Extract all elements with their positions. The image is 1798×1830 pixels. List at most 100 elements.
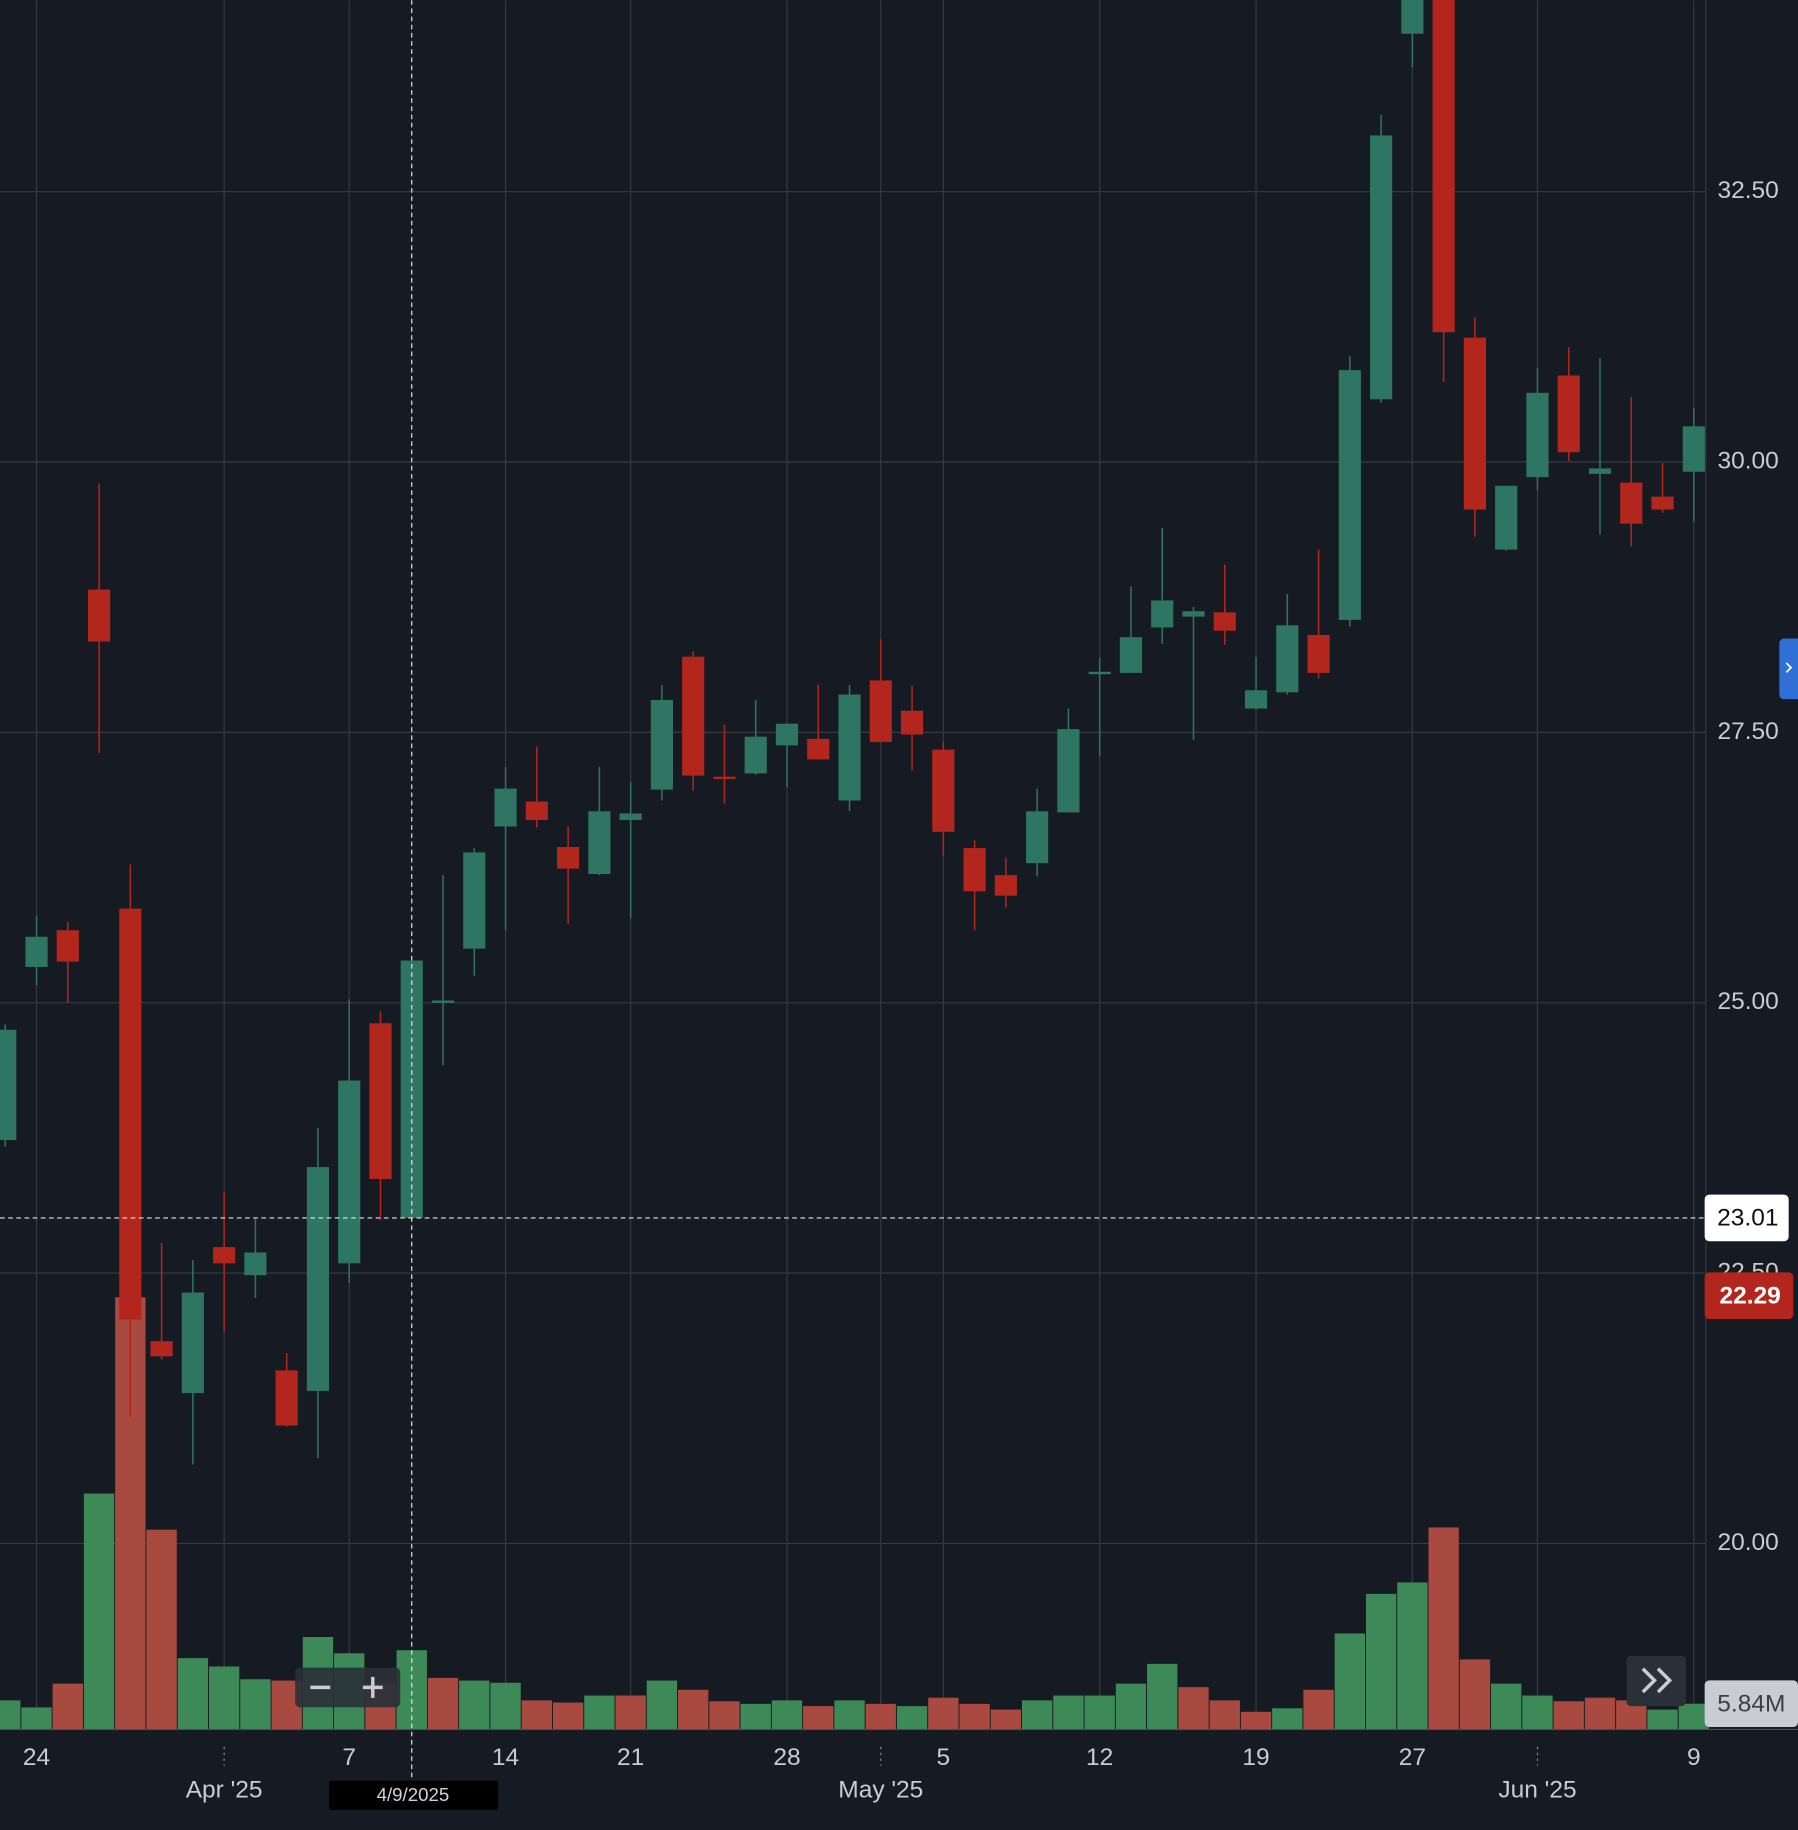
candle-body <box>963 848 986 892</box>
candle-body <box>1495 485 1518 550</box>
volume-bar <box>896 1706 928 1730</box>
candle-body <box>932 749 955 832</box>
candle-body <box>1213 612 1236 631</box>
volume-bar <box>21 1707 52 1730</box>
volume-bar <box>1303 1689 1334 1730</box>
volume-bar <box>646 1680 678 1730</box>
candle-body <box>150 1341 173 1357</box>
volume-bar <box>1272 1708 1303 1730</box>
candle-body <box>25 936 48 968</box>
zoom-controls <box>295 1667 401 1708</box>
candle-body <box>431 1000 455 1003</box>
x-tick-label: 24 <box>23 1744 50 1771</box>
candle-body <box>181 1292 204 1394</box>
candle-body <box>1026 811 1049 864</box>
volume-bar <box>584 1695 615 1730</box>
candle-body <box>338 1080 361 1264</box>
volume-bar <box>928 1697 959 1730</box>
x-tick-label: 27 <box>1399 1744 1426 1771</box>
zoom-in-button[interactable] <box>362 1676 383 1698</box>
volume-bar <box>177 1658 209 1730</box>
candle-body <box>1682 426 1705 472</box>
candle-body <box>463 852 486 949</box>
candle-body <box>1401 0 1424 34</box>
candle-body <box>869 680 892 743</box>
candle-body <box>1057 729 1080 813</box>
candle-body <box>0 1029 17 1141</box>
volume-bar <box>615 1695 646 1730</box>
x-tick-label: 9 <box>1687 1744 1701 1771</box>
grid <box>0 0 1707 1730</box>
volume-bar <box>1115 1683 1147 1730</box>
volume-bar <box>1365 1593 1397 1730</box>
crosshair-date-label: 4/9/2025 <box>377 1784 450 1805</box>
candle-body <box>306 1167 330 1391</box>
candle-body <box>1588 468 1612 474</box>
candle-body <box>1151 600 1174 628</box>
y-tick-label: 32.50 <box>1717 177 1778 204</box>
candle-body <box>557 846 580 869</box>
volume-bar <box>803 1706 834 1730</box>
volume-bar <box>1491 1683 1522 1730</box>
candle-body <box>275 1370 298 1426</box>
x-tick-label: 12 <box>1086 1744 1113 1771</box>
candle-body <box>682 656 705 776</box>
last-price-label: 22.29 <box>1720 1282 1781 1309</box>
x-tick-label: 28 <box>773 1744 800 1771</box>
x-tick-label: 5 <box>937 1744 951 1771</box>
candle-body <box>588 811 611 875</box>
month-label: Apr '25 <box>186 1777 263 1804</box>
volume-bar <box>83 1493 115 1730</box>
candle-body <box>244 1252 267 1276</box>
candle-body <box>994 875 1017 896</box>
x-tick-label: 7 <box>342 1744 356 1771</box>
volume-bar <box>427 1677 459 1730</box>
crosshair-price-label: 23.01 <box>1717 1205 1778 1232</box>
x-tick-label: 19 <box>1242 1744 1269 1771</box>
volume-bar <box>521 1700 553 1730</box>
last-volume-box <box>1704 1680 1798 1728</box>
candle-body <box>713 776 736 780</box>
side-panel-tab[interactable] <box>1779 638 1798 700</box>
volume-bar <box>771 1700 803 1730</box>
volume-bar <box>1147 1663 1178 1730</box>
volume-bar <box>1553 1701 1584 1730</box>
y-tick-label: 25.00 <box>1717 988 1778 1015</box>
volume-bar <box>0 1700 21 1730</box>
volume-bar <box>990 1709 1022 1730</box>
volume-bar <box>1209 1700 1240 1730</box>
volume-bar <box>208 1666 240 1730</box>
volume-bar <box>1053 1695 1084 1730</box>
last-price-box <box>1704 1272 1794 1320</box>
volume-bar <box>1678 1703 1709 1730</box>
candle-body <box>56 930 79 962</box>
volume-bar <box>1021 1700 1053 1730</box>
volume-bar <box>52 1683 83 1730</box>
y-tick-label: 27.50 <box>1717 718 1778 745</box>
candle-body <box>369 1023 392 1179</box>
y-tick-label: 20.00 <box>1717 1529 1778 1556</box>
volume-bar <box>959 1703 990 1730</box>
volume-bar <box>865 1703 896 1730</box>
candle-body <box>1463 337 1487 510</box>
x-tick-label: 21 <box>617 1744 644 1771</box>
candle-body <box>87 589 111 642</box>
volume-bar <box>490 1682 521 1730</box>
candle-body <box>619 813 642 820</box>
volume-bar <box>459 1680 490 1730</box>
candle-body <box>1370 135 1393 400</box>
candle-body <box>1620 482 1643 524</box>
candle-body <box>1557 375 1580 453</box>
candle-body <box>1182 611 1205 617</box>
month-label: May '25 <box>838 1777 923 1804</box>
candle-body <box>650 699 673 790</box>
volume-bar <box>709 1701 740 1730</box>
scroll-to-latest-button[interactable] <box>1626 1655 1686 1707</box>
volume-bar <box>1522 1695 1553 1730</box>
candle-body <box>213 1247 236 1264</box>
crosshair-price-box <box>1704 1194 1789 1242</box>
candle-body <box>1276 625 1299 693</box>
candle-body <box>1526 392 1549 478</box>
candle-body <box>1088 671 1111 675</box>
